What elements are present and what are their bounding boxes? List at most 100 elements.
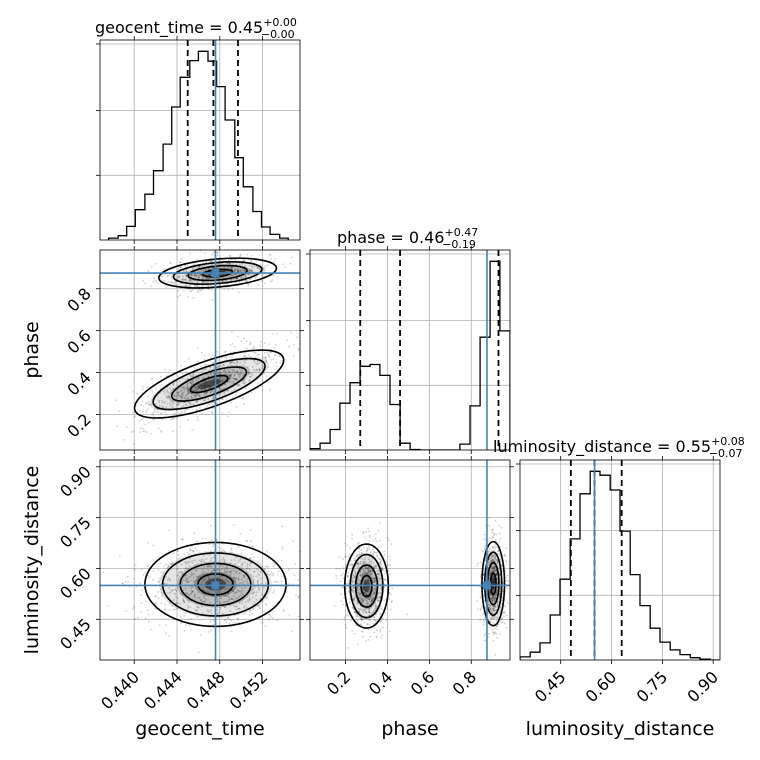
- sample-point: [223, 270, 226, 273]
- sample-point: [491, 597, 494, 600]
- sample-point: [496, 559, 498, 562]
- sample-point: [133, 442, 135, 445]
- sample-point: [142, 385, 144, 388]
- sample-point: [406, 613, 409, 616]
- sample-point: [220, 388, 223, 391]
- sample-point: [358, 579, 361, 582]
- sample-point: [201, 600, 204, 603]
- sample-point: [267, 353, 270, 356]
- sample-point: [197, 575, 200, 578]
- sample-point: [267, 354, 270, 357]
- sample-point: [226, 266, 229, 269]
- sample-point: [505, 560, 508, 563]
- histogram-phase: [310, 260, 510, 450]
- sample-point: [169, 579, 171, 581]
- sample-point: [178, 557, 181, 560]
- sample-point: [499, 554, 501, 557]
- sample-point: [191, 375, 194, 377]
- sample-point: [358, 597, 361, 599]
- sample-point: [244, 274, 247, 277]
- sample-point: [358, 594, 361, 596]
- sample-point: [178, 572, 181, 574]
- sample-point: [277, 570, 280, 573]
- sample-point: [171, 399, 174, 402]
- sample-point: [489, 627, 492, 630]
- sample-point: [185, 274, 188, 277]
- sample-point: [254, 369, 256, 372]
- sample-point: [158, 624, 161, 626]
- sample-point: [373, 587, 376, 590]
- sample-point: [268, 355, 271, 358]
- sample-point: [145, 402, 148, 405]
- sample-point: [191, 381, 194, 384]
- sample-point: [143, 429, 146, 432]
- sample-point: [197, 291, 200, 293]
- sample-point: [216, 569, 219, 571]
- sample-point: [217, 546, 220, 548]
- sample-point: [490, 553, 493, 556]
- sample-point: [236, 277, 238, 280]
- sample-point: [496, 612, 499, 615]
- sample-point: [190, 572, 193, 575]
- sample-point: [172, 588, 174, 591]
- sample-point: [209, 285, 212, 287]
- sample-point: [386, 608, 388, 610]
- sample-point: [235, 277, 238, 280]
- sample-point: [180, 410, 183, 413]
- sample-point: [141, 400, 144, 403]
- sample-point: [367, 527, 370, 530]
- sample-point: [202, 276, 204, 279]
- sample-point: [219, 270, 222, 272]
- sample-point: [497, 617, 499, 620]
- sample-point: [266, 573, 269, 576]
- sample-point: [187, 288, 190, 290]
- sample-point: [297, 579, 300, 581]
- sample-point: [180, 413, 183, 415]
- sample-point: [495, 593, 498, 596]
- sample-point: [229, 571, 231, 574]
- sample-point: [173, 394, 176, 397]
- sample-point: [379, 580, 381, 582]
- sample-point: [237, 595, 240, 598]
- sample-point: [142, 427, 144, 430]
- sample-point: [180, 397, 183, 400]
- sample-point: [261, 565, 263, 568]
- sample-point: [140, 418, 143, 421]
- sample-point: [217, 382, 220, 385]
- sample-point: [190, 273, 193, 276]
- sample-point: [236, 270, 239, 273]
- sample-point: [217, 380, 219, 383]
- sample-point: [495, 606, 498, 608]
- sample-point: [241, 563, 244, 566]
- sample-point: [249, 557, 252, 560]
- sample-point: [126, 575, 129, 578]
- sample-point: [246, 582, 249, 585]
- sample-point: [495, 616, 498, 618]
- sample-point: [381, 568, 383, 570]
- sample-point: [212, 372, 215, 375]
- sample-point: [251, 545, 254, 548]
- sample-point: [363, 609, 365, 611]
- sample-point: [234, 378, 237, 380]
- sample-point: [229, 373, 232, 376]
- sample-point: [301, 357, 303, 359]
- sample-point: [490, 569, 493, 572]
- sample-point: [202, 587, 204, 589]
- sample-point: [205, 376, 208, 379]
- sample-point: [223, 370, 226, 372]
- sample-point: [358, 591, 360, 594]
- sample-point: [220, 601, 223, 604]
- sample-point: [368, 580, 371, 582]
- sample-point: [172, 378, 175, 381]
- sample-point: [212, 396, 215, 399]
- sample-point: [208, 578, 211, 580]
- sample-point: [233, 374, 235, 377]
- sample-point: [368, 598, 370, 601]
- sample-point: [147, 575, 150, 577]
- sample-point: [199, 383, 202, 386]
- sample-point: [349, 598, 352, 601]
- sample-point: [386, 564, 388, 567]
- sample-point: [201, 388, 203, 391]
- sample-point: [489, 572, 491, 575]
- sample-point: [174, 588, 177, 590]
